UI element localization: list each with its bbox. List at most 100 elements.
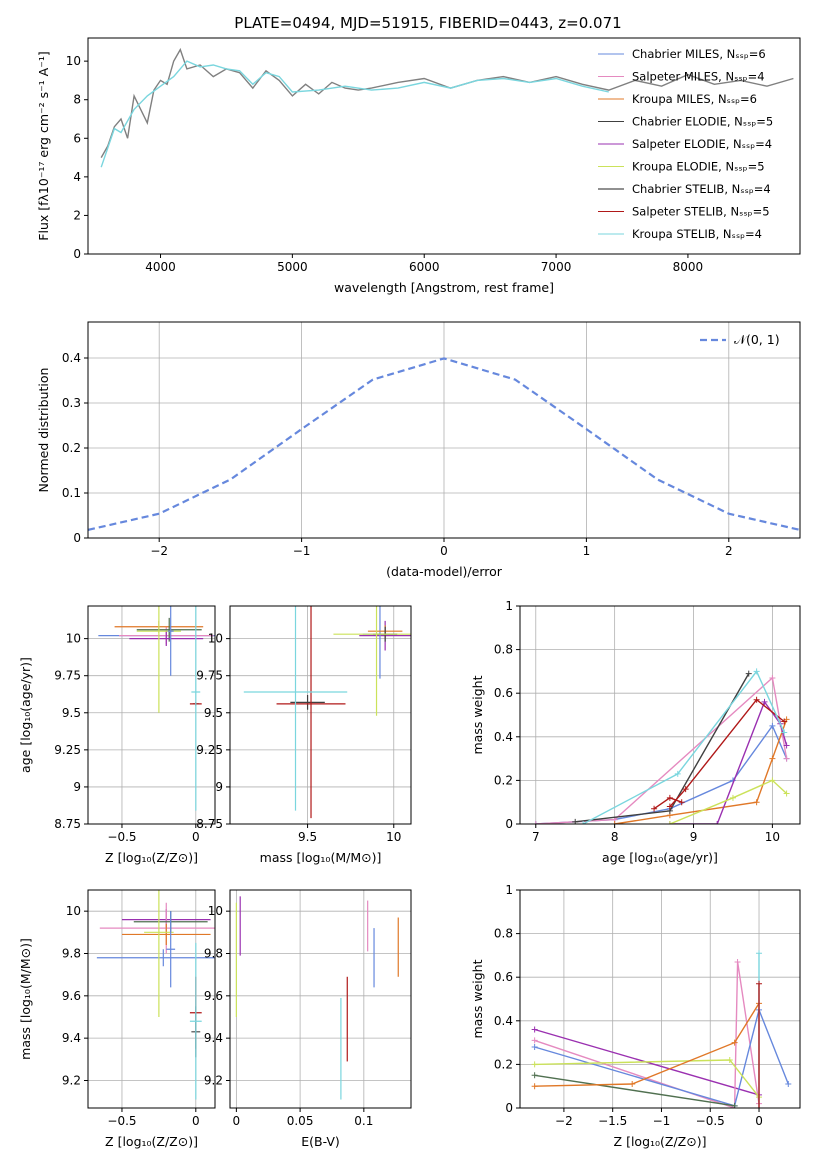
- series-marker: [666, 803, 673, 810]
- errorbar-point-7: [243, 606, 348, 811]
- series-line-0: [88, 357, 800, 531]
- plot-area: [531, 950, 792, 1108]
- y-tick-label: 10: [66, 904, 81, 918]
- x-tick-label: −1: [653, 1114, 671, 1128]
- y-tick-label: 0.4: [494, 1014, 513, 1028]
- series-marker: [769, 755, 776, 762]
- series-marker: [611, 821, 618, 824]
- series-line-1: [535, 676, 788, 824]
- series-marker: [769, 722, 776, 729]
- series-line-2: [534, 1007, 789, 1107]
- x-tick-label: 10: [765, 830, 780, 844]
- series-marker: [729, 794, 736, 801]
- legend-label: Chabrier ELODIE, Nₛₛₚ=5: [632, 115, 773, 129]
- series-marker: [531, 1026, 538, 1033]
- series-marker: [783, 755, 790, 762]
- y-tick-label: 10: [66, 632, 81, 646]
- series-marker: [629, 1081, 636, 1088]
- series-marker: [651, 805, 658, 812]
- y-tick-label: 10: [208, 632, 223, 646]
- y-tick-label: 0.2: [494, 1057, 513, 1071]
- x-tick-label: 0.1: [354, 1114, 373, 1128]
- x-tick-label: 6000: [409, 260, 440, 274]
- errorbar-point-4: [333, 606, 411, 716]
- axes-frame: [87, 37, 801, 255]
- y-tick-label: 9.25: [196, 743, 223, 757]
- x-tick-label: −2: [150, 544, 168, 558]
- y-tick-label: 0.8: [494, 927, 513, 941]
- x-tick-label: −0.5: [107, 1114, 136, 1128]
- axes-frame: [229, 889, 412, 1109]
- series-marker: [531, 1072, 538, 1079]
- panel-mass-vs-EBV: 0 0.05 0.1 9.2 9.4 9.6 9.8 10 E(B-V): [204, 889, 412, 1149]
- y-tick-label: 0.3: [62, 396, 81, 410]
- series-marker: [666, 794, 673, 801]
- series-line-8: [653, 797, 682, 810]
- x-tick-label: −1.5: [598, 1114, 627, 1128]
- series-line-7: [582, 670, 785, 824]
- y-tick-label: 9.4: [62, 1031, 81, 1045]
- x-axis-label: wavelength [Angstrom, rest frame]: [334, 280, 554, 295]
- y-tick-label: 0: [73, 247, 81, 261]
- series-line-5: [534, 1003, 760, 1087]
- x-tick-label: 0: [233, 1114, 241, 1128]
- series-marker: [682, 786, 689, 793]
- x-axis-label: Z [log₁₀(Z/Z⊙)]: [105, 850, 198, 865]
- x-tick-label: 7: [532, 830, 540, 844]
- plot-area: [235, 896, 399, 1100]
- y-tick-label: 1: [505, 599, 513, 613]
- y-tick-label: 8: [73, 93, 81, 107]
- series-line-1: [100, 60, 609, 168]
- series-marker: [745, 670, 752, 677]
- plot-area: [88, 357, 800, 531]
- y-tick-label: 9: [215, 780, 223, 794]
- x-tick-label: 0: [755, 1114, 763, 1128]
- errorbar-point-3: [136, 617, 202, 642]
- y-tick-label: 8.75: [54, 817, 81, 831]
- series-marker: [726, 1057, 733, 1064]
- series-marker: [781, 729, 788, 736]
- errorbar-point-9: [167, 606, 174, 676]
- panel-residuals: −2 −1 0 1 2 0 0.1 0.2 0.3 0.4 (data-model)/error No…: [36, 321, 801, 579]
- series-marker: [761, 698, 768, 705]
- series-marker: [781, 718, 788, 725]
- y-axis-label: mass weight: [470, 959, 485, 1038]
- y-tick-label: 9.25: [54, 743, 81, 757]
- y-axis-label: mass [log₁₀(M/M⊙)]: [18, 938, 33, 1060]
- series-marker: [785, 1081, 792, 1088]
- errorbar-point-4: [96, 949, 215, 967]
- x-tick-label: 10: [386, 830, 401, 844]
- x-axis-label: Z [log₁₀(Z/Z⊙)]: [614, 1134, 707, 1149]
- x-tick-label: 0: [192, 1114, 200, 1128]
- y-tick-label: 1: [505, 883, 513, 897]
- legend-label: Salpeter MILES, Nₛₛₚ=4: [632, 70, 765, 84]
- legend-label: Kroupa ELODIE, Nₛₛₚ=5: [632, 160, 765, 174]
- series-line-2: [614, 719, 788, 824]
- series-marker: [532, 821, 539, 824]
- y-axis-label: age [log₁₀(age/yr)]: [18, 657, 33, 773]
- y-tick-label: 9.8: [204, 946, 223, 960]
- y-tick-label: 0.4: [494, 730, 513, 744]
- series-line-5: [669, 779, 788, 824]
- x-tick-label: 9.5: [298, 830, 317, 844]
- series-marker: [734, 958, 741, 965]
- legend-label: 𝒩(0, 1): [734, 332, 780, 347]
- y-tick-label: 9.5: [204, 706, 223, 720]
- figure-title: PLATE=0494, MJD=51915, FIBERID=0443, z=0…: [234, 14, 621, 32]
- y-tick-label: 0: [505, 1101, 513, 1115]
- x-tick-label: 7000: [541, 260, 572, 274]
- series-line-3: [575, 673, 750, 823]
- errorbar-point-6: [166, 911, 176, 988]
- axes-frame: [519, 605, 801, 825]
- x-tick-label: 1: [583, 544, 591, 558]
- series-marker: [756, 1105, 763, 1108]
- series-marker: [753, 668, 760, 675]
- series-marker: [714, 821, 721, 824]
- series-marker: [783, 742, 790, 749]
- y-tick-label: 0.6: [494, 686, 513, 700]
- y-tick-label: 8.75: [196, 817, 223, 831]
- y-tick-label: 0.8: [494, 643, 513, 657]
- y-tick-label: 0.1: [62, 486, 81, 500]
- panel-weight-vs-Z: −2 −1.5 −1 −0.5 0 0 0.2 0.4 0.6 0.8 1 Z [log₁₀(Z/Z⊙…: [470, 883, 801, 1149]
